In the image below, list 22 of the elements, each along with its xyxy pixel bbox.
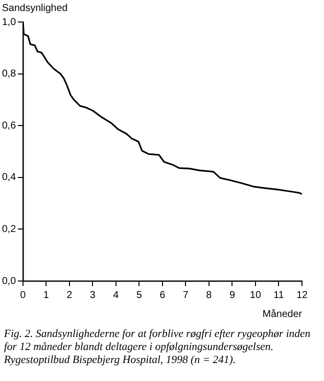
x-axis-title: Måneder — [262, 308, 303, 320]
x-tick-label: 11 — [274, 290, 284, 301]
x-tick-label: 12 — [296, 290, 308, 301]
x-tick-label: 0 — [20, 290, 26, 301]
x-tick-label: 9 — [229, 290, 236, 301]
x-tick-label: 7 — [182, 290, 189, 301]
y-tick-label: 0,6 — [2, 120, 16, 132]
y-tick-label: 0,2 — [2, 224, 16, 235]
x-tick-label: 3 — [90, 290, 96, 301]
y-tick-label: 0,0 — [2, 276, 16, 287]
x-tick-label: 1 — [43, 290, 50, 301]
y-tick-label: 1,0 — [2, 16, 16, 28]
y-axis-title: Sandsynlighed — [1, 2, 69, 14]
caption: Fig. 2. Sandsynlighederne for at forblive røgfri efter rygeophør inden for 12 måneder blandt deltagere i opfølgningsundersøgelsen. Rygestoptilbud Bispebjerg Hospital, 1998 (n = 241). — [3, 327, 312, 367]
x-tick-label: 10 — [250, 290, 262, 301]
x-tick-label: 4 — [113, 290, 120, 301]
y-tick-label: 0,8 — [2, 68, 16, 80]
y-tick-label: 0,4 — [2, 172, 16, 184]
x-tick-label: 2 — [66, 290, 73, 301]
x-tick-label: 5 — [136, 290, 142, 301]
x-tick-label: 6 — [160, 290, 166, 301]
x-tick-label: 8 — [206, 290, 212, 301]
